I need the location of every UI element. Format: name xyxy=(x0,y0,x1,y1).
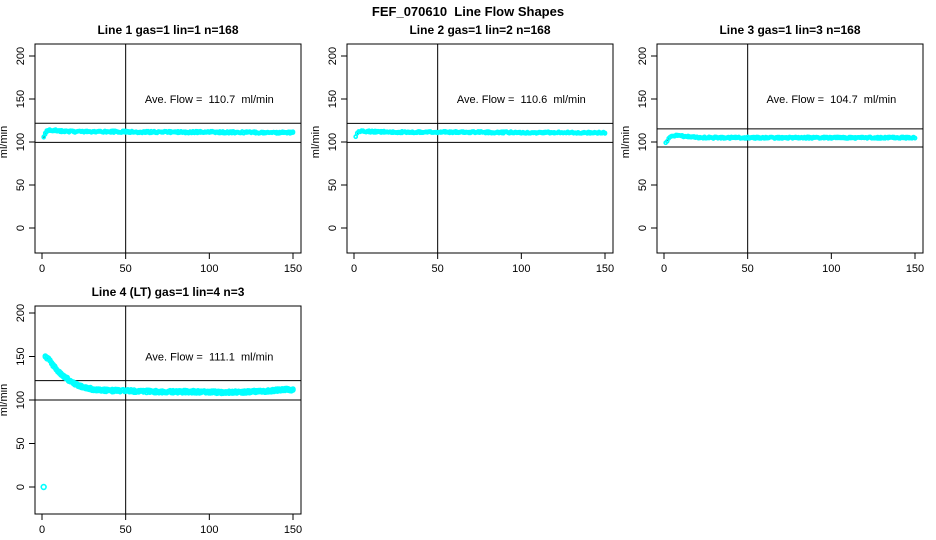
y-tick-label: 100 xyxy=(15,133,27,151)
data-points xyxy=(42,353,296,397)
y-axis-label: ml/min xyxy=(0,126,10,158)
y-tick-label: 0 xyxy=(327,225,339,231)
subplot-4: 0 50 100 150 0 50 100 150 200 ml/min Line 4 (LT) g… xyxy=(0,285,302,536)
x-tick-label: 50 xyxy=(742,263,754,275)
subplot-title: Line 2 gas=1 lin=2 n=168 xyxy=(409,23,550,37)
y-tick-label: 150 xyxy=(637,90,649,108)
x-tick-label: 50 xyxy=(432,263,444,275)
y-tick-label: 200 xyxy=(15,47,27,65)
plot-box xyxy=(656,43,924,254)
y-tick-label: 150 xyxy=(15,347,27,365)
y-tick-label: 150 xyxy=(15,90,27,108)
data-point xyxy=(912,135,918,141)
y-tick-label: 150 xyxy=(327,90,339,108)
y-tick-label: 200 xyxy=(327,47,339,65)
data-points xyxy=(353,128,608,140)
y-tick-label: 50 xyxy=(637,179,649,191)
data-point xyxy=(290,130,296,135)
y-axis-label: ml/min xyxy=(620,126,632,158)
subplot-title: Line 1 gas=1 lin=1 n=168 xyxy=(97,23,238,37)
subplot-2: 0 50 100 150 0 50 100 150 200 ml/min Line 2 gas=1 … xyxy=(310,23,614,275)
plot-box xyxy=(346,43,614,254)
y-tick-label: 200 xyxy=(15,304,27,322)
x-tick-label: 150 xyxy=(284,263,302,275)
subplot-title: Line 3 gas=1 lin=3 n=168 xyxy=(719,23,860,37)
ave-flow-annotation: Ave. Flow = 110.6 ml/min xyxy=(457,94,586,106)
data-point xyxy=(602,130,608,136)
y-tick-label: 0 xyxy=(15,225,27,231)
x-tick-label: 150 xyxy=(596,263,614,275)
x-tick-label: 0 xyxy=(351,263,357,275)
x-tick-label: 100 xyxy=(200,524,218,536)
x-tick-label: 50 xyxy=(120,263,132,275)
ave-flow-annotation: Ave. Flow = 111.1 ml/min xyxy=(145,352,273,364)
y-tick-label: 50 xyxy=(15,179,27,191)
data-point xyxy=(290,386,296,392)
y-tick-label: 50 xyxy=(15,437,27,449)
data-points xyxy=(663,132,918,146)
x-tick-label: 50 xyxy=(120,524,132,536)
x-tick-label: 150 xyxy=(284,524,302,536)
plot-box xyxy=(34,305,302,515)
data-point xyxy=(353,134,359,139)
outlier-point xyxy=(40,483,47,491)
figure-title: FEF_070610 Line Flow Shapes xyxy=(371,4,565,19)
x-tick-label: 100 xyxy=(822,263,840,275)
data-point xyxy=(41,134,47,140)
y-tick-label: 100 xyxy=(15,391,27,409)
y-tick-label: 100 xyxy=(327,133,339,151)
y-tick-label: 50 xyxy=(327,179,339,191)
x-tick-label: 0 xyxy=(39,524,45,536)
ave-flow-annotation: Ave. Flow = 104.7 ml/min xyxy=(766,94,896,106)
data-points xyxy=(41,127,296,140)
subplot-1: 0 50 100 150 0 50 100 150 200 ml/min Line 1 gas=1 … xyxy=(0,23,302,275)
y-tick-label: 0 xyxy=(637,225,649,231)
y-axis-label: ml/min xyxy=(310,126,322,158)
y-tick-label: 200 xyxy=(637,47,649,65)
x-tick-label: 100 xyxy=(512,263,530,275)
x-tick-label: 100 xyxy=(200,263,218,275)
plot-box xyxy=(34,43,302,254)
x-tick-label: 0 xyxy=(661,263,667,275)
subplot-3: 0 50 100 150 0 50 100 150 200 ml/min Line 3 gas=1 … xyxy=(620,23,924,275)
ave-flow-annotation: Ave. Flow = 110.7 ml/min xyxy=(145,94,274,106)
y-tick-label: 0 xyxy=(15,484,27,490)
y-tick-label: 100 xyxy=(637,133,649,151)
x-tick-label: 0 xyxy=(39,263,45,275)
y-axis-label: ml/min xyxy=(0,384,10,416)
subplot-title: Line 4 (LT) gas=1 lin=4 n=3 xyxy=(92,285,245,299)
x-tick-label: 150 xyxy=(906,263,924,275)
